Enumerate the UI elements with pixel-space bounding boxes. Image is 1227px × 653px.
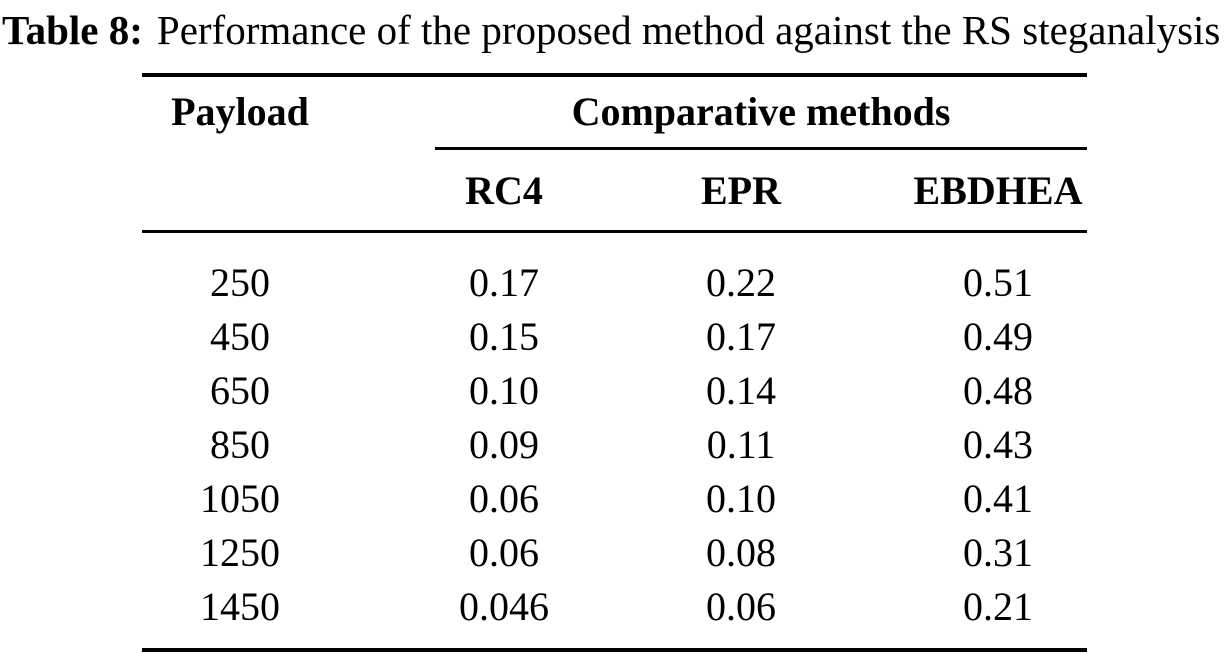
table-row: 1250 0.06 0.08 0.31: [142, 525, 1087, 579]
table-row: 850 0.09 0.11 0.43: [142, 417, 1087, 471]
ebdhea-value-cell: 0.51: [963, 259, 1033, 305]
ebdhea-value-cell: 0.49: [963, 313, 1033, 359]
epr-value-cell: 0.22: [706, 259, 776, 305]
epr-value-cell: 0.17: [706, 313, 776, 359]
payload-cell: 650: [210, 367, 270, 413]
ebdhea-value-cell: 0.21: [963, 583, 1033, 629]
epr-value-cell: 0.06: [706, 583, 776, 629]
payload-cell: 850: [210, 421, 270, 467]
payload-cell: 450: [210, 313, 270, 359]
epr-value-cell: 0.14: [706, 367, 776, 413]
rc4-value-cell: 0.17: [469, 259, 539, 305]
table-row: 250 0.17 0.22 0.51: [142, 255, 1087, 309]
payload-cell: 1050: [200, 475, 280, 521]
column-header-epr: EPR: [701, 167, 781, 213]
rc4-value-cell: 0.10: [469, 367, 539, 413]
column-header-payload: Payload: [171, 89, 309, 134]
table-row: 1050 0.06 0.10 0.41: [142, 471, 1087, 525]
table-row: 1450 0.046 0.06 0.21: [142, 579, 1087, 633]
header-row-1: Payload Comparative methods: [142, 77, 1087, 147]
table-caption-text: Performance of the proposed method again…: [156, 7, 1221, 53]
table-8: Payload Comparative methods RC4 EPR EBDH…: [142, 73, 1087, 652]
ebdhea-value-cell: 0.31: [963, 529, 1033, 575]
table-caption-label: Table 8:: [2, 7, 143, 53]
epr-value-cell: 0.08: [706, 529, 776, 575]
group-header-comparative-methods: Comparative methods: [571, 89, 951, 134]
bottom-rule: [142, 648, 1087, 652]
header-row-2: RC4 EPR EBDHEA: [142, 150, 1087, 230]
rc4-value-cell: 0.046: [459, 583, 549, 629]
column-header-rc4: RC4: [465, 167, 543, 213]
column-header-ebdhea: EBDHEA: [913, 167, 1083, 213]
cmid-rule: [435, 147, 1087, 150]
payload-cell: 1450: [200, 583, 280, 629]
payload-cell: 1250: [200, 529, 280, 575]
payload-cell: 250: [210, 259, 270, 305]
rc4-value-cell: 0.09: [469, 421, 539, 467]
table-row: 450 0.15 0.17 0.49: [142, 309, 1087, 363]
top-rule: [142, 73, 1087, 77]
table-body: 250 0.17 0.22 0.51 450 0.15 0.17 0.49 65…: [142, 233, 1087, 648]
rc4-value-cell: 0.06: [469, 475, 539, 521]
epr-value-cell: 0.10: [706, 475, 776, 521]
epr-value-cell: 0.11: [706, 421, 776, 467]
ebdhea-value-cell: 0.48: [963, 367, 1033, 413]
mid-rule: [142, 230, 1087, 233]
table-caption: Table 8: Performance of the proposed meth…: [2, 6, 1227, 55]
ebdhea-value-cell: 0.43: [963, 421, 1033, 467]
ebdhea-value-cell: 0.41: [963, 475, 1033, 521]
table-row: 650 0.10 0.14 0.48: [142, 363, 1087, 417]
rc4-value-cell: 0.15: [469, 313, 539, 359]
rc4-value-cell: 0.06: [469, 529, 539, 575]
